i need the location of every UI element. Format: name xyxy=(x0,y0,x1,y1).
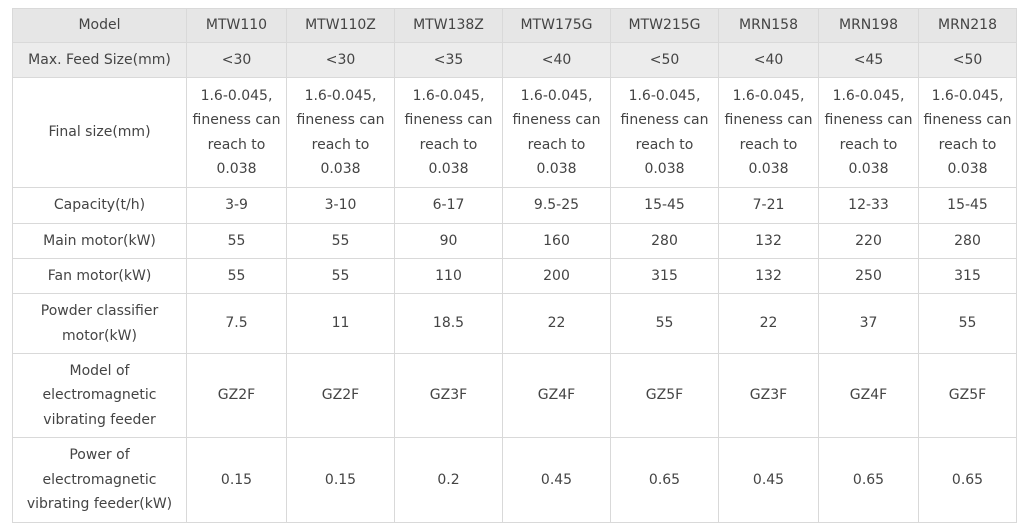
table-cell: <50 xyxy=(610,42,719,78)
table-row: Model of electromagnetic vibrating feede… xyxy=(12,353,1017,438)
table-cell: 22 xyxy=(502,293,611,354)
table-cell: 3-10 xyxy=(286,187,395,224)
table-cell: 160 xyxy=(502,223,611,259)
table-cell: 250 xyxy=(818,258,919,294)
table-cell: 7-21 xyxy=(718,187,819,224)
table-cell: GZ2F xyxy=(186,353,287,438)
table-cell: 55 xyxy=(186,223,287,259)
table-cell: 55 xyxy=(186,258,287,294)
row-label: Fan motor(kW) xyxy=(12,258,187,294)
table-cell: 220 xyxy=(818,223,919,259)
table-cell: 0.45 xyxy=(718,437,819,523)
header-cell: MRN218 xyxy=(918,8,1017,43)
table-cell: 280 xyxy=(918,223,1017,259)
table-cell: 0.65 xyxy=(818,437,919,523)
header-row: Model MTW110 MTW110Z MTW138Z MTW175G MTW… xyxy=(12,8,1017,43)
table-cell: 90 xyxy=(394,223,503,259)
table-cell: 1.6-0.045, fineness can reach to 0.038 xyxy=(918,77,1017,188)
row-label: Model of electromagnetic vibrating feede… xyxy=(12,353,187,438)
table-row: Fan motor(kW) 55 55 110 200 315 132 250 … xyxy=(12,258,1017,294)
table-cell: <30 xyxy=(286,42,395,78)
table-cell: 1.6-0.045, fineness can reach to 0.038 xyxy=(286,77,395,188)
table-cell: <40 xyxy=(718,42,819,78)
table-cell: 15-45 xyxy=(918,187,1017,224)
header-cell: MRN198 xyxy=(818,8,919,43)
row-label: Capacity(t/h) xyxy=(12,187,187,224)
table-cell: 0.45 xyxy=(502,437,611,523)
table-cell: 37 xyxy=(818,293,919,354)
table-cell: <40 xyxy=(502,42,611,78)
table-cell: 200 xyxy=(502,258,611,294)
table-cell: 6-17 xyxy=(394,187,503,224)
table-cell: <35 xyxy=(394,42,503,78)
table-cell: 0.2 xyxy=(394,437,503,523)
table-row: Powder classifier motor(kW) 7.5 11 18.5 … xyxy=(12,293,1017,354)
spec-table-container: Model MTW110 MTW110Z MTW138Z MTW175G MTW… xyxy=(12,8,1017,523)
table-cell: GZ4F xyxy=(818,353,919,438)
table-cell: 132 xyxy=(718,258,819,294)
table-cell: 315 xyxy=(610,258,719,294)
table-cell: <45 xyxy=(818,42,919,78)
header-cell: MTW138Z xyxy=(394,8,503,43)
header-cell-model: Model xyxy=(12,8,187,43)
table-row: Main motor(kW) 55 55 90 160 280 132 220 … xyxy=(12,223,1017,259)
header-cell: MTW175G xyxy=(502,8,611,43)
row-label: Power of electromagnetic vibrating feede… xyxy=(12,437,187,523)
table-cell: 1.6-0.045, fineness can reach to 0.038 xyxy=(818,77,919,188)
table-cell: 0.15 xyxy=(286,437,395,523)
table-cell: GZ3F xyxy=(718,353,819,438)
row-label: Max. Feed Size(mm) xyxy=(12,42,187,78)
header-cell: MTW110 xyxy=(186,8,287,43)
table-cell: 3-9 xyxy=(186,187,287,224)
spec-table: Model MTW110 MTW110Z MTW138Z MTW175G MTW… xyxy=(12,8,1017,523)
table-cell: GZ5F xyxy=(610,353,719,438)
table-cell: 315 xyxy=(918,258,1017,294)
header-cell: MTW215G xyxy=(610,8,719,43)
table-row: Max. Feed Size(mm) <30 <30 <35 <40 <50 <… xyxy=(12,42,1017,78)
header-cell: MRN158 xyxy=(718,8,819,43)
row-label: Powder classifier motor(kW) xyxy=(12,293,187,354)
table-cell: 55 xyxy=(610,293,719,354)
table-cell: 15-45 xyxy=(610,187,719,224)
table-cell: GZ2F xyxy=(286,353,395,438)
table-cell: 1.6-0.045, fineness can reach to 0.038 xyxy=(610,77,719,188)
table-cell: <30 xyxy=(186,42,287,78)
table-cell: 22 xyxy=(718,293,819,354)
table-cell: 12-33 xyxy=(818,187,919,224)
table-cell: GZ4F xyxy=(502,353,611,438)
table-cell: 55 xyxy=(286,223,395,259)
table-cell: 0.65 xyxy=(610,437,719,523)
table-cell: 1.6-0.045, fineness can reach to 0.038 xyxy=(502,77,611,188)
table-cell: <50 xyxy=(918,42,1017,78)
table-cell: 110 xyxy=(394,258,503,294)
table-cell: 55 xyxy=(918,293,1017,354)
table-cell: 1.6-0.045, fineness can reach to 0.038 xyxy=(718,77,819,188)
table-cell: 1.6-0.045, fineness can reach to 0.038 xyxy=(186,77,287,188)
header-cell: MTW110Z xyxy=(286,8,395,43)
table-cell: 55 xyxy=(286,258,395,294)
table-cell: GZ3F xyxy=(394,353,503,438)
table-cell: 7.5 xyxy=(186,293,287,354)
table-row: Capacity(t/h) 3-9 3-10 6-17 9.5-25 15-45… xyxy=(12,187,1017,224)
table-cell: 1.6-0.045, fineness can reach to 0.038 xyxy=(394,77,503,188)
table-cell: GZ5F xyxy=(918,353,1017,438)
table-row: Power of electromagnetic vibrating feede… xyxy=(12,437,1017,523)
table-cell: 280 xyxy=(610,223,719,259)
row-label: Final size(mm) xyxy=(12,77,187,188)
table-cell: 9.5-25 xyxy=(502,187,611,224)
table-cell: 11 xyxy=(286,293,395,354)
row-label: Main motor(kW) xyxy=(12,223,187,259)
table-cell: 0.15 xyxy=(186,437,287,523)
table-row: Final size(mm) 1.6-0.045, fineness can r… xyxy=(12,77,1017,188)
table-cell: 0.65 xyxy=(918,437,1017,523)
table-cell: 18.5 xyxy=(394,293,503,354)
table-cell: 132 xyxy=(718,223,819,259)
